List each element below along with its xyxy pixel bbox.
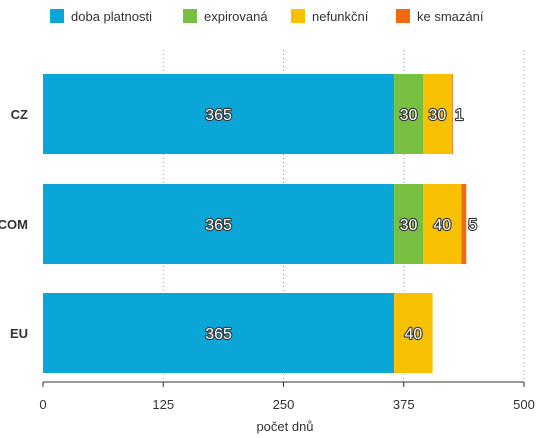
data-label-com-1: 30 — [400, 217, 418, 234]
bar-com-1 — [394, 184, 423, 264]
category-label-2: EU — [10, 326, 28, 341]
legend-swatch-3 — [396, 9, 410, 23]
bar-com-3 — [461, 184, 467, 264]
data-label-com-2: 40 — [433, 217, 451, 234]
x-tick-label-3: 375 — [393, 397, 415, 412]
bar-cz-0 — [43, 74, 395, 154]
bar-cz-1 — [394, 74, 423, 154]
y-axis: CZ COM EU — [0, 107, 28, 341]
x-tick-label-0: 0 — [39, 397, 46, 412]
category-label-0: CZ — [11, 107, 28, 122]
bar-eu-2 — [394, 293, 433, 373]
x-tick-label-2: 250 — [273, 397, 295, 412]
legend-swatch-1 — [183, 9, 197, 23]
x-tick-label-1: 125 — [152, 397, 174, 412]
data-label-com-0: 365 — [205, 217, 232, 234]
data-label-cz-0: 365 — [205, 107, 232, 124]
category-label-1: COM — [0, 217, 28, 232]
bar-com-2 — [422, 184, 462, 264]
legend-label-2: nefunkční — [312, 9, 369, 24]
legend-label-3: ke smazání — [417, 9, 484, 24]
legend: doba platnosti expirovaná nefunkční ke smaz… — [50, 9, 484, 24]
x-tick-label-4: 500 — [513, 397, 535, 412]
data-label-cz-1: 30 — [400, 107, 418, 124]
bars — [43, 74, 467, 373]
data-label-cz-2: 30 — [429, 107, 447, 124]
data-label-eu-2: 40 — [404, 326, 422, 343]
data-labels: 365 30 30 1 365 30 40 5 365 40 — [204, 106, 478, 344]
legend-swatch-0 — [50, 9, 64, 23]
data-label-eu-0: 365 — [205, 326, 232, 343]
bar-eu-0 — [43, 293, 395, 373]
bar-com-0 — [43, 184, 395, 264]
x-axis: 0 125 250 375 500 — [39, 381, 535, 412]
bar-cz-3 — [451, 74, 453, 154]
data-label-cz-3: 1 — [455, 107, 464, 124]
legend-label-0: doba platnosti — [71, 9, 152, 24]
x-axis-title: počet dnů — [256, 419, 313, 434]
bar-cz-2 — [422, 74, 452, 154]
legend-swatch-2 — [291, 9, 305, 23]
data-label-com-3: 5 — [468, 217, 477, 234]
legend-label-1: expirovaná — [204, 9, 268, 24]
